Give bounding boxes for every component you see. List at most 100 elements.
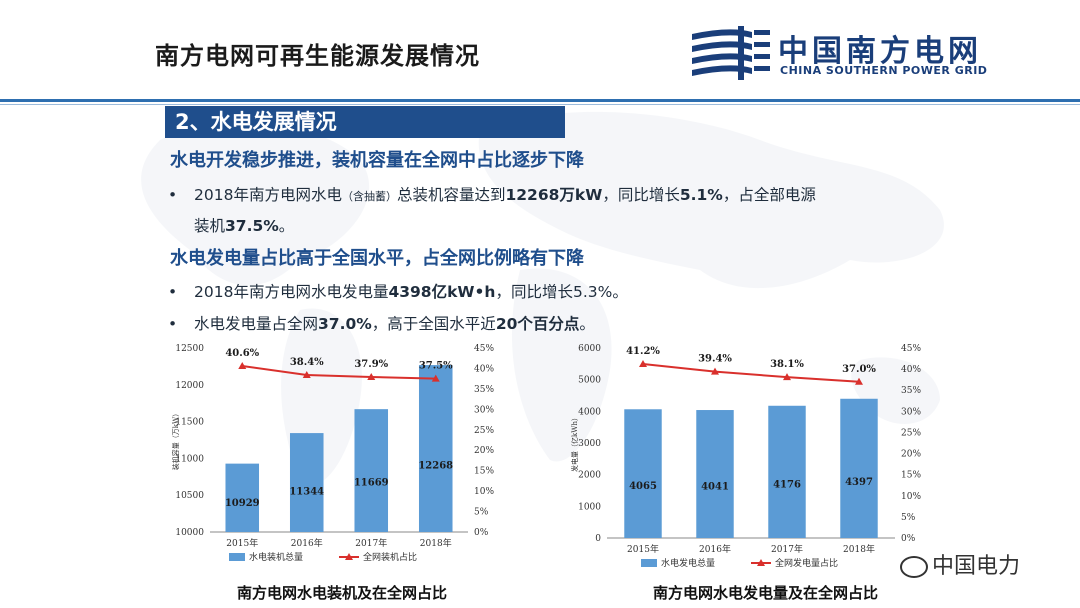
- y2-tick-label: 45%: [901, 344, 921, 354]
- y-tick-label: 12000: [175, 381, 204, 391]
- world-map-background: [141, 111, 944, 486]
- heading-generation: 水电发电量占比高于全国水平，占全网比例略有下降: [170, 248, 584, 269]
- x-tick-label: 2018年: [843, 543, 875, 555]
- y-tick-label: 11500: [175, 418, 204, 428]
- y2-tick-label: 0%: [901, 534, 916, 544]
- y2-tick-label: 5%: [474, 508, 489, 518]
- line-point: [431, 374, 440, 382]
- y2-tick-label: 5%: [901, 513, 916, 523]
- company-logo: 中国南方电网 CHINA SOUTHERN POWER GRID: [690, 22, 1030, 82]
- x-tick-label: 2018年: [420, 537, 452, 549]
- line-point: [783, 373, 791, 381]
- line-point: [302, 370, 311, 378]
- x-tick-label: 2016年: [291, 537, 323, 549]
- y-tick-label: 11000: [175, 454, 204, 464]
- y2-tick-label: 0%: [474, 528, 489, 538]
- legend-bar-swatch: [641, 559, 657, 567]
- legend-line-marker: [757, 559, 765, 566]
- y2-tick-label: 35%: [901, 386, 921, 396]
- legend-bar-label: 水电装机总量: [249, 551, 303, 563]
- chart-generation: 0 1000 2000 3000 4000 5000 6000 0% 5% 10% 15% 20% 25…: [570, 344, 921, 569]
- y-tick-label: 1000: [578, 502, 601, 512]
- y2-tick-label: 40%: [901, 365, 921, 375]
- y2-tick-label: 15%: [901, 471, 921, 481]
- watermark: 中国电力: [900, 548, 1020, 580]
- bar-data-label: 11344: [289, 486, 324, 497]
- y2-tick-label: 40%: [474, 364, 494, 374]
- bar: [225, 463, 260, 532]
- y2-tick-label: 20%: [901, 450, 921, 460]
- y-tick-label: 10500: [175, 491, 204, 501]
- y2-tick-label: 10%: [474, 487, 494, 497]
- line-point: [367, 373, 376, 381]
- bar-data-label: 10929: [225, 498, 260, 509]
- y2-tick-label: 30%: [474, 405, 494, 415]
- bullet-share: • 水电发电量占全网37.0%，高于全国水平近20个百分点。: [168, 315, 595, 333]
- legend-line-label: 全网发电量占比: [775, 557, 838, 569]
- line-point: [639, 360, 647, 368]
- bar-data-label: 4065: [629, 481, 657, 492]
- heading-capacity: 水电开发稳步推进，装机容量在全网中占比逐步下降: [170, 150, 584, 171]
- x-tick-label: 2015年: [226, 537, 258, 549]
- x-tick-label: 2017年: [355, 537, 387, 549]
- legend-bar-swatch: [229, 553, 245, 561]
- y-axis-label: 装机容量（万kW）: [171, 410, 180, 470]
- line-point: [855, 377, 863, 385]
- bar: [289, 433, 324, 532]
- bullet-generation: • 2018年南方电网水电发电量4398亿kW•h，同比增长5.3%。: [168, 283, 628, 301]
- section-title: 2、水电发展情况: [165, 106, 565, 138]
- line-series: [642, 363, 860, 383]
- bar-data-label: 4041: [701, 481, 729, 492]
- line-data-label: 37.0%: [842, 364, 876, 375]
- caption-generation: 南方电网水电发电量及在全网占比: [653, 584, 879, 602]
- header-divider: [0, 99, 1080, 102]
- legend-bar-label: 水电发电总量: [661, 557, 715, 569]
- line-data-label: 37.9%: [354, 359, 388, 370]
- line-data-label: 37.5%: [419, 361, 453, 372]
- y2-tick-label: 35%: [474, 385, 494, 395]
- wechat-icon: [900, 556, 928, 578]
- line-data-label: 41.2%: [626, 346, 660, 357]
- line-point: [238, 361, 247, 369]
- y2-tick-label: 15%: [474, 467, 494, 477]
- y-tick-label: 0: [595, 534, 601, 544]
- bar-data-label: 4397: [845, 477, 873, 488]
- header-divider-thin: [0, 104, 1080, 105]
- y-tick-label: 6000: [578, 344, 601, 354]
- bar-data-label: 11669: [354, 477, 389, 488]
- y-tick-label: 12500: [175, 344, 204, 354]
- line-data-label: 39.4%: [698, 354, 732, 365]
- bar: [354, 409, 389, 532]
- bar: [840, 398, 878, 538]
- bar-data-label: 12268: [418, 461, 453, 472]
- x-tick-label: 2016年: [699, 543, 731, 555]
- line-data-label: 40.6%: [225, 348, 259, 359]
- bar: [696, 410, 734, 538]
- bar: [418, 365, 453, 532]
- y2-tick-label: 10%: [901, 492, 921, 502]
- bar: [768, 405, 806, 538]
- bar: [624, 409, 662, 538]
- y2-tick-label: 25%: [901, 428, 921, 438]
- legend-line-label: 全网装机占比: [363, 551, 417, 563]
- bullet-capacity-line2: 装机37.5%。: [194, 217, 295, 235]
- y-tick-label: 4000: [578, 407, 601, 417]
- caption-capacity: 南方电网水电装机及在全网占比: [237, 584, 448, 602]
- y-tick-label: 3000: [578, 439, 601, 449]
- x-tick-label: 2017年: [771, 543, 803, 555]
- page-title: 南方电网可再生能源发展情况: [155, 42, 480, 70]
- y-axis-label: 发电量（亿kWh）: [570, 414, 579, 472]
- line-series: [242, 365, 436, 380]
- legend-line-marker: [345, 553, 353, 560]
- y-tick-label: 10000: [175, 528, 204, 538]
- line-data-label: 38.1%: [770, 359, 804, 370]
- x-tick-label: 2015年: [627, 543, 659, 555]
- y-tick-label: 2000: [578, 471, 601, 481]
- bar-data-label: 4176: [773, 480, 801, 491]
- y-tick-label: 5000: [578, 376, 601, 386]
- y2-tick-label: 45%: [474, 344, 494, 354]
- y2-tick-label: 25%: [474, 426, 494, 436]
- y2-tick-label: 20%: [474, 446, 494, 456]
- chart-capacity: 10000 10500 11000 11500 12000 12500 0% 5% 10% 15%…: [171, 344, 494, 563]
- y2-tick-label: 30%: [901, 407, 921, 417]
